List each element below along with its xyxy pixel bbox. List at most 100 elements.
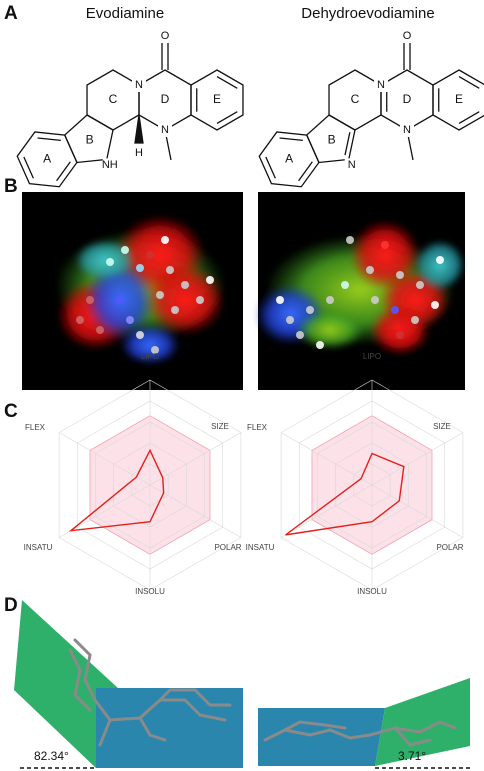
double-bond [458,76,480,89]
atom-sphere [316,341,324,349]
bond-stick [138,716,167,742]
double-bond [216,111,238,124]
molecule-3d [68,638,457,747]
atom-label: O [161,30,170,42]
double-bond [298,161,313,182]
atom-sphere [146,251,154,259]
structures [16,29,484,188]
atom-label: N [377,79,385,91]
atom-sphere [156,291,164,299]
bond-stick [68,648,92,712]
atom-sphere [206,276,214,284]
atom-mask [131,78,146,92]
bond-ring [305,114,356,164]
axis-label: INSOLU [135,587,165,596]
axis-spoke [371,432,464,486]
bond-stick [283,720,347,732]
axis-label: POLAR [436,543,463,552]
atom-sphere [411,316,419,324]
atom-sphere [96,326,104,334]
plane [14,600,118,768]
atom-sphere [391,306,399,314]
axis-spoke [371,484,464,538]
atom-label: N [161,124,169,136]
axis-label: INSOLU [357,587,387,596]
atom-label: NH [102,159,118,171]
atom-sphere [296,331,304,339]
double-bond [458,111,480,124]
axis-spoke [280,432,373,486]
atom-sphere [396,331,404,339]
atom-sphere [161,236,169,244]
atom-sphere [381,241,389,249]
plane [375,678,470,766]
ring-label: B [328,133,336,147]
axis-label: FLEX [247,423,268,432]
panel-label: C [4,401,18,422]
bond-stick [263,728,372,742]
panel-label: B [4,176,18,197]
atom-sphere [166,266,174,274]
bond-stick [108,698,227,722]
radar-line [285,452,405,536]
atom-sphere [306,306,314,314]
atom-sphere [431,301,439,309]
ring-label: A [43,152,51,166]
axis-label: SIZE [433,422,451,431]
ring-label: D [403,92,412,106]
atom-sphere [116,296,124,304]
axis-label: SIZE [211,422,229,431]
bond-ring [258,131,320,188]
atom-mask [400,29,414,43]
radar-charts: LIPO SIZE POLAR INSOLU INSATU FLEX LIPO SIZE POL… [24,352,464,596]
bond-ring [432,69,484,131]
atom-sphere [126,316,134,324]
axis-spoke [58,432,151,486]
bond-ring [63,114,114,164]
atom-sphere [396,271,404,279]
atom-sphere [286,316,294,324]
axis-spoke [280,484,373,538]
atom-sphere [121,246,129,254]
ring-label: C [351,92,360,106]
atom-sphere [196,296,204,304]
axis-label: FLEX [25,423,46,432]
atom-label: O [403,30,412,42]
wedge-bond [134,114,144,144]
panel-label: A [4,3,18,24]
atom-sphere [371,296,379,304]
axis-spoke [149,432,242,486]
atom-sphere [106,258,114,266]
bond-ring [190,69,244,131]
atom-label: H [135,147,143,159]
dihedral-angle: 3.71° [398,749,426,763]
atom-sphere [416,281,424,289]
ring-label: A [285,152,293,166]
atom-sphere [136,264,144,272]
atom-sphere [366,266,374,274]
atom-mask [373,78,388,92]
axis-label: LIPO [363,352,381,361]
atom-sphere [436,256,444,264]
atom-label: N [135,79,143,91]
atom-sphere [86,296,94,304]
bond-ring [16,131,78,188]
ring-label: B [86,133,94,147]
ring-label: C [109,92,118,106]
atom-mask [102,158,117,173]
atom-sphere [76,316,84,324]
atom-sphere [341,281,349,289]
bond-stick [158,688,232,707]
double-bond [279,137,303,142]
atom-sphere [181,281,189,289]
dihedral-angle: 82.34° [34,749,69,763]
bond-stick [393,726,432,747]
atom-sphere [276,296,284,304]
atom-sphere [136,331,144,339]
ring-label: E [213,92,221,106]
bond-stick [368,720,457,737]
ring-label: D [161,92,170,106]
atom-label: N [403,124,411,136]
double-bond [344,132,351,156]
